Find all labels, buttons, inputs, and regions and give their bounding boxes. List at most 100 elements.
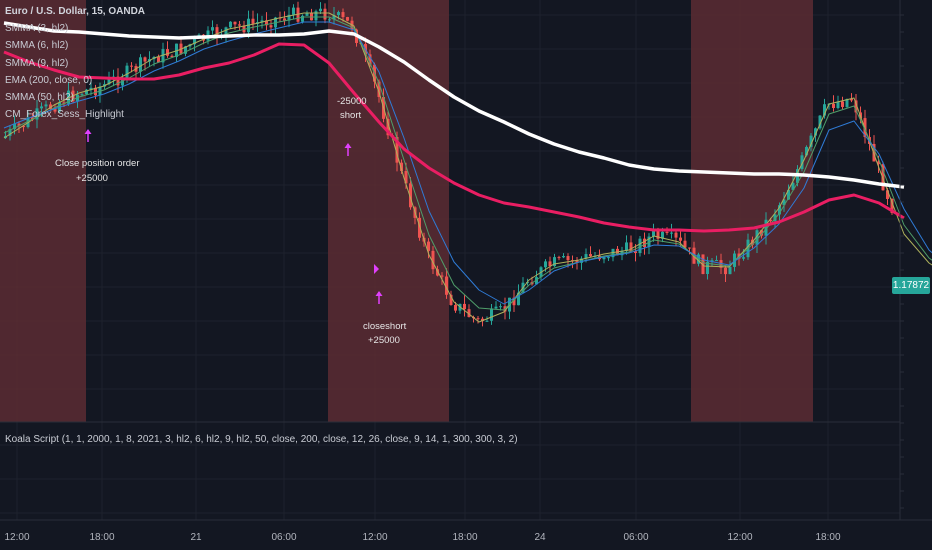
candle-body [211,27,214,31]
time-tick-label: 06:00 [623,532,648,543]
candle-body [836,101,840,109]
candle-body [314,11,318,21]
candle-body [674,232,678,238]
candle-body [449,294,453,306]
candle-body [652,230,655,237]
time-tick-label: 18:00 [89,532,114,543]
candle-body [575,260,579,263]
legend-session-highlight[interactable]: CM_Forex_Sess_Highlight [5,109,124,121]
symbol-title[interactable]: Euro / U.S. Dollar, 15, OANDA [5,6,146,17]
candle-body [251,18,255,24]
candle-body [224,27,228,35]
candle-body [733,253,736,267]
legend-smma-9[interactable]: SMMA (9, hl2) [5,57,69,69]
candle-body [395,136,399,163]
smma-50-line [3,42,905,233]
candle-body [584,254,588,259]
candle-body [517,292,520,306]
candle-body [386,118,390,136]
candle-body [337,12,340,16]
candle-body [499,306,502,308]
candle-body [715,260,718,262]
candle-body [548,261,552,267]
candle-body [494,306,498,309]
candle-body [440,275,444,277]
smma-9-line [3,21,932,305]
candle-body [265,20,268,26]
session-highlight-band [0,0,86,422]
candle-body [850,99,853,101]
candle-body [661,231,664,239]
candle-body [665,231,669,233]
smma-6-line [3,16,932,311]
candle-body [260,20,264,23]
candle-body [40,106,43,109]
candle-body [341,12,345,18]
candle-body [292,7,295,15]
candle-body [166,49,169,56]
candle-body [625,242,628,251]
candle-body [832,103,835,109]
candle-body [454,305,457,311]
last-price-tag: 1.17872 [892,277,930,294]
candle-body [130,65,133,67]
candle-body [233,21,237,25]
candle-body [566,256,570,261]
candle-body [800,155,804,170]
candle-body [854,100,858,113]
candle-body [481,318,484,322]
trade-arrow-head [375,291,383,296]
candle-body [107,78,111,85]
legend-smma-50[interactable]: SMMA (50, hl2) [5,92,74,104]
candle-body [755,230,759,245]
legend-smma-3[interactable]: SMMA (3, hl2) [5,23,69,35]
legend-ema-200[interactable]: EMA (200, close, 0) [5,74,93,86]
candle-body [436,269,439,276]
candle-body [769,219,772,222]
trade-markers [84,129,383,304]
candle-body [656,230,660,239]
annotation-close-position: Close position order [55,158,140,169]
candle-body [562,256,565,258]
candle-body [760,230,763,236]
session-highlight-band [691,0,813,422]
koala-script-label[interactable]: Koala Script (1, 1, 2000, 1, 8, 2021, 3,… [5,434,518,445]
candle-body [643,238,646,247]
legend-smma-6[interactable]: SMMA (6, hl2) [5,40,69,52]
candle-body [184,46,187,54]
candle-body [89,87,93,90]
annotation-short: short [340,110,361,121]
candle-body [170,55,174,58]
candle-body [787,189,790,200]
candle-body [476,318,480,320]
candle-body [728,266,732,275]
candle-body [215,27,219,38]
time-tick-label: 06:00 [271,532,296,543]
candle-body [877,161,880,165]
candle-body [161,49,165,63]
time-tick-label: 24 [534,532,546,543]
candle-body [724,267,727,275]
annotation-closeshort: closeshort [363,321,407,332]
candle-body [431,250,435,270]
candle-body [400,162,403,171]
candle-body [814,128,817,136]
candle-body [418,217,421,238]
candle-body [116,76,120,86]
candle-body [706,261,709,274]
time-tick-label: 12:00 [362,532,387,543]
candle-body [305,13,309,16]
time-tick-label: 18:00 [452,532,477,543]
candle-body [319,8,322,12]
candle-body [805,146,808,156]
candle-body [238,24,241,26]
time-tick-label: 12:00 [727,532,752,543]
candle-body [701,254,705,274]
candle-body [688,247,691,249]
candle-body [67,90,70,104]
candle-body [409,183,412,208]
candle-body [80,94,84,96]
session-highlight-band [328,0,449,422]
candle-body [22,126,25,128]
